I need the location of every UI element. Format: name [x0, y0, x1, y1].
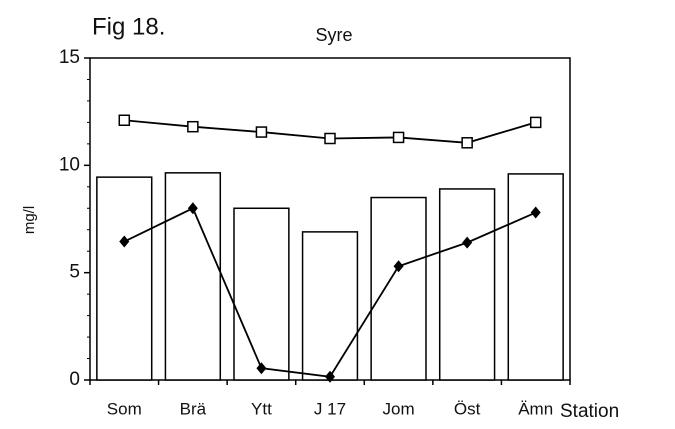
y-tick-label: 15: [59, 47, 80, 68]
marker-diamond: [256, 362, 267, 375]
y-tick-label: 5: [69, 262, 80, 283]
marker-square: [187, 120, 199, 133]
figure-label: Fig 18.: [92, 13, 165, 40]
bar: [438, 188, 496, 381]
marker-diamond: [119, 235, 130, 248]
marker-diamond: [530, 206, 541, 219]
x-tick-label: Som: [107, 399, 142, 418]
bar: [507, 173, 564, 381]
x-tick-label: Öst: [454, 399, 481, 418]
chart-title: Syre: [315, 25, 352, 45]
marker-diamond: [187, 202, 198, 215]
bar: [96, 176, 153, 381]
y-tick-label: 10: [59, 154, 80, 175]
marker-square: [255, 126, 268, 138]
marker-square: [461, 137, 473, 149]
marker-diamond: [325, 370, 335, 383]
x-tick-label: J 17: [314, 399, 346, 418]
marker-diamond: [393, 260, 404, 273]
marker-diamond: [462, 236, 473, 249]
marker-square: [529, 116, 542, 129]
x-tick-label: Brä: [180, 399, 207, 418]
marker-square: [392, 131, 405, 144]
bar: [233, 207, 290, 381]
marker-square: [118, 114, 131, 127]
marker-square: [324, 132, 336, 145]
y-tick-label: 0: [69, 369, 80, 390]
x-tick-label: Jom: [383, 399, 415, 418]
x-tick-label: Ytt: [251, 399, 272, 418]
x-axis-label: Station: [560, 401, 619, 422]
bar: [301, 231, 359, 381]
y-axis-label: mg/l: [21, 206, 38, 234]
x-tick-label: Ämn: [518, 399, 553, 418]
bar: [370, 196, 427, 381]
